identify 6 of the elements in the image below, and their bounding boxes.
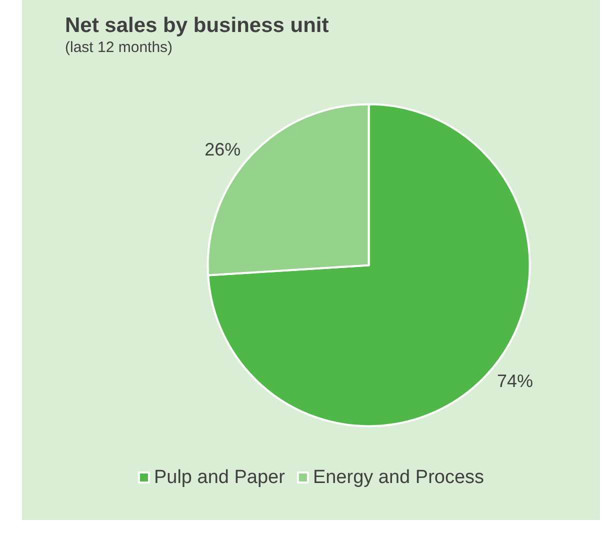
legend-label: Pulp and Paper: [154, 467, 286, 488]
data-label: 26%: [204, 140, 241, 160]
data-label: 74%: [496, 370, 534, 391]
chart-subtitle: (last 12 months): [65, 39, 173, 56]
chart-title: Net sales by business unit: [65, 14, 329, 37]
legend-label: Energy and Process: [312, 467, 484, 488]
